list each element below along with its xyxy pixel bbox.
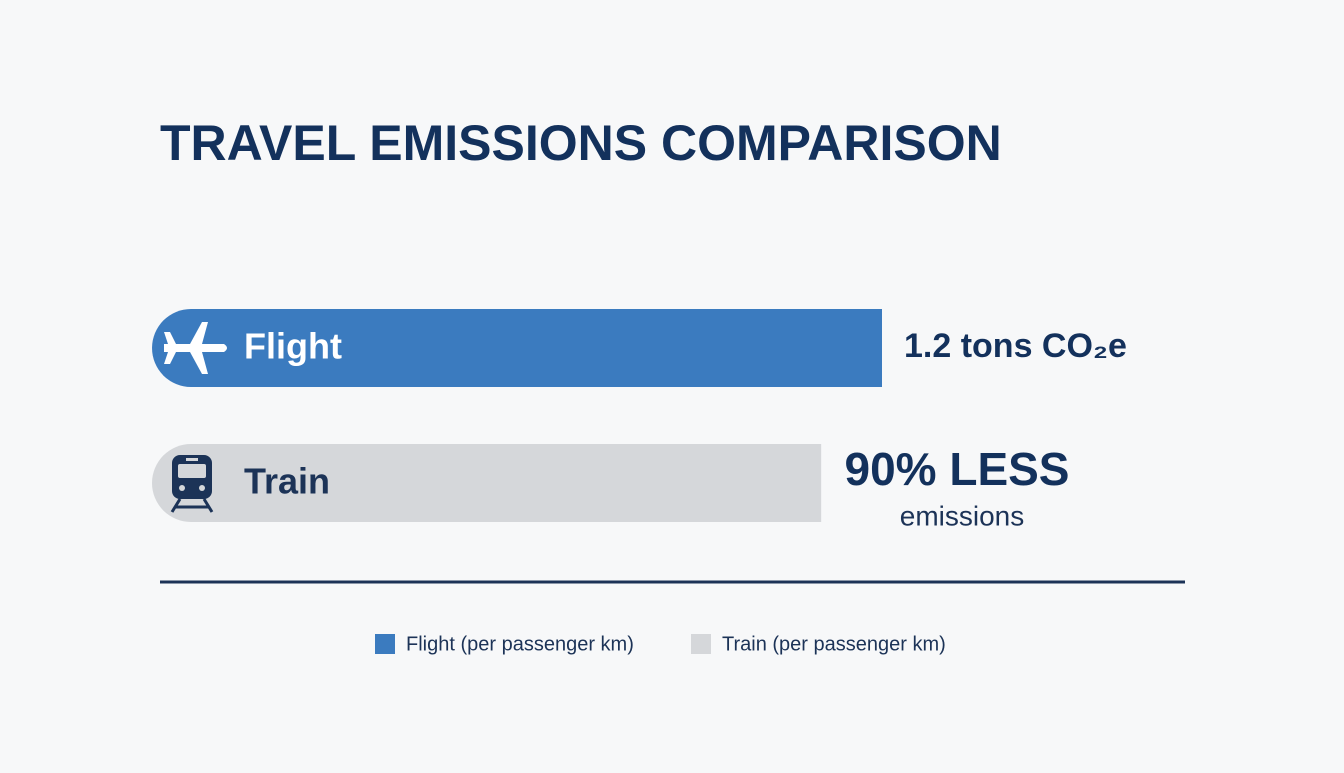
legend-swatch	[691, 634, 711, 654]
bar	[152, 309, 883, 387]
value-label: 1.2 tons CO₂e	[904, 327, 1127, 365]
legend-label: Flight (per passenger km)	[406, 633, 634, 655]
legend-label: Train (per passenger km)	[722, 633, 946, 655]
bar	[152, 444, 822, 522]
category-label: Train	[244, 461, 330, 502]
category-label: Flight	[244, 326, 342, 367]
train-icon	[170, 455, 214, 513]
annotation: 90% LESS	[845, 443, 1070, 495]
chart-title: TRAVEL EMISSIONS COMPARISON	[160, 115, 1002, 171]
legend-swatch	[375, 634, 395, 654]
plane-icon	[164, 322, 227, 374]
annotation: emissions	[900, 500, 1024, 531]
